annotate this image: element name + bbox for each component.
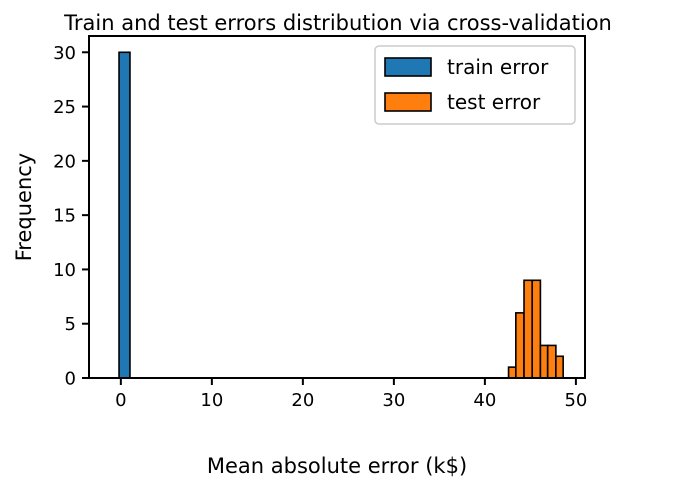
y-tick-label: 5 xyxy=(65,314,76,335)
bar-test-error-3 xyxy=(531,279,542,379)
y-tick-label: 25 xyxy=(53,97,76,118)
legend-swatch-train-error xyxy=(384,57,432,77)
y-axis-ticks: 0 5 10 15 20 25 30 xyxy=(53,43,89,390)
legend: train error test error xyxy=(374,45,576,125)
bar-test-error-2 xyxy=(523,279,534,379)
bar-train-error-0 xyxy=(118,51,131,379)
legend-label-test-error: test error xyxy=(447,90,541,114)
x-axis-label: Mean absolute error (k$) xyxy=(207,454,467,478)
bar-test-error-6 xyxy=(555,355,564,379)
y-tick-label: 30 xyxy=(53,43,76,64)
histogram-bars xyxy=(118,51,564,379)
x-tick-label: 20 xyxy=(291,390,314,411)
legend-swatch-test-error xyxy=(384,92,432,112)
x-tick-label: 0 xyxy=(115,390,126,411)
y-tick-label: 15 xyxy=(53,206,76,227)
bar-test-error-5 xyxy=(546,344,557,379)
x-tick-label: 50 xyxy=(564,390,587,411)
chart-title: Train and test errors distribution via c… xyxy=(63,11,612,35)
legend-label-train-error: train error xyxy=(447,55,549,79)
y-tick-label: 0 xyxy=(65,369,76,390)
y-tick-label: 20 xyxy=(53,151,76,172)
plot-frame xyxy=(88,35,586,379)
y-axis-label: Frequency xyxy=(12,153,36,262)
bar-test-error-0 xyxy=(507,366,517,379)
y-tick-label: 10 xyxy=(53,260,76,281)
bar-test-error-4 xyxy=(539,344,549,379)
x-tick-label: 10 xyxy=(200,390,223,411)
x-tick-label: 30 xyxy=(382,390,405,411)
x-tick-label: 40 xyxy=(473,390,496,411)
x-axis-ticks: 0 10 20 30 40 50 xyxy=(115,378,587,411)
bar-test-error-1 xyxy=(515,312,525,379)
